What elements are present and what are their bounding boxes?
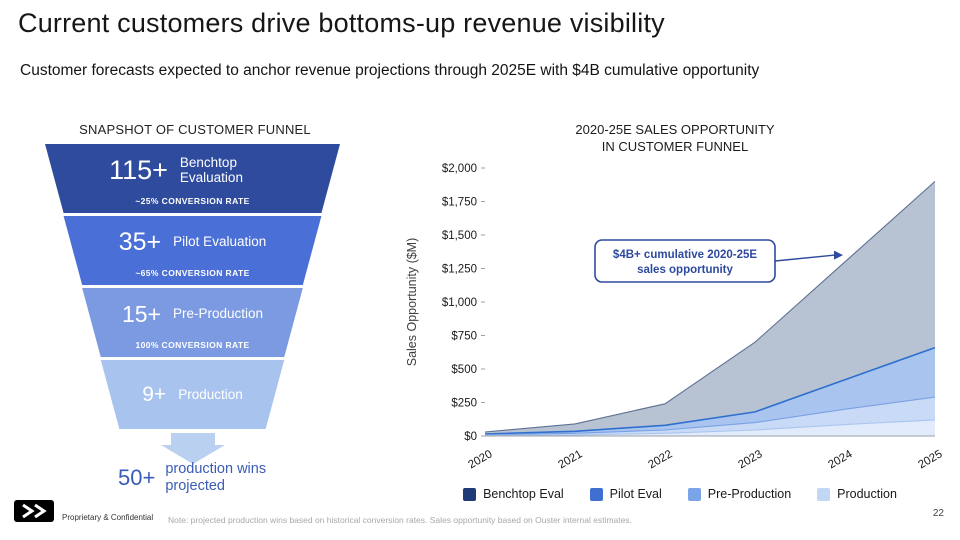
stage-count: 115+: [109, 154, 168, 185]
stage-conversion-rate: ~65% CONVERSION RATE: [135, 268, 250, 278]
y-tick-label: $750: [451, 330, 477, 342]
x-tick-label: 2023: [736, 448, 764, 470]
arrow-head: [160, 445, 225, 464]
x-tick-label: 2024: [826, 448, 855, 470]
y-tick-label: $500: [451, 364, 477, 376]
legend-item-pre-production: Pre-Production: [687, 487, 792, 501]
y-tick-label: $2,000: [442, 163, 477, 175]
x-tick-label: 2021: [556, 448, 584, 470]
area-production: [485, 419, 935, 436]
legend-label: Benchtop Eval: [483, 487, 564, 501]
chart-title: 2020-25E SALES OPPORTUNITY IN CUSTOMER F…: [400, 122, 950, 156]
stage-content: 15+ Pre-Production: [82, 288, 303, 340]
y-tick-label: $1,500: [442, 230, 477, 242]
stage-conversion-rate: ~25% CONVERSION RATE: [135, 196, 250, 206]
stage-count: 35+: [118, 227, 162, 256]
legend-swatch: [817, 487, 831, 501]
y-axis-label: Sales Opportunity ($M): [405, 238, 419, 367]
footnote: Note: projected production wins based on…: [168, 515, 632, 525]
sales-opportunity-chart: 2020-25E SALES OPPORTUNITY IN CUSTOMER F…: [400, 122, 950, 470]
chart-legend: Benchtop Eval Pilot Eval Pre-Production Pro…: [410, 487, 950, 501]
confidential-label: Proprietary & Confidential: [62, 513, 154, 522]
legend-swatch: [463, 487, 477, 501]
line-production: [484, 419, 936, 436]
result-label: production wins projected: [165, 461, 267, 494]
funnel-down-arrow: [45, 433, 340, 464]
sales-chart-svg: $0 $250 $500 $750 $1,000 $1,250 $1,500 $1,750 $2…: [405, 163, 945, 470]
stage-label: Benchtop Evaluation: [179, 154, 243, 185]
funnel-stage-pre-production: 15+ Pre-Production 100% CONVERSION RATE: [82, 288, 303, 357]
funnel-stage-pilot-evaluation: 35+ Pilot Evaluation ~65% CONVERSION RATE: [63, 216, 322, 285]
page-subtitle: Customer forecasts expected to anchor re…: [20, 62, 760, 79]
y-tick-label: $1,000: [442, 297, 477, 309]
stage-count: 15+: [121, 300, 161, 327]
stage-content: 9+ Production: [101, 360, 284, 429]
annotation-arrow-head: [834, 250, 843, 260]
line-pre-production: [484, 396, 936, 436]
line-pilot-eval: [484, 346, 936, 435]
legend-label: Production: [837, 487, 897, 501]
legend-label: Pre-Production: [707, 487, 792, 501]
area-benchtop-eval: [485, 181, 935, 436]
annotation-text: sales opportunity: [637, 264, 733, 276]
annotation-text: $4B+ cumulative 2020-25E: [613, 249, 757, 261]
legend-swatch: [589, 487, 603, 501]
legend-item-production: Production: [817, 487, 897, 501]
stage-label: Production: [178, 386, 243, 402]
customer-funnel-diagram: 115+ Benchtop Evaluation ~25% CONVERSION R…: [45, 144, 340, 432]
y-tick-label: $250: [451, 397, 477, 409]
result-count: 50+: [118, 464, 156, 490]
stage-content: 115+ Benchtop Evaluation: [45, 144, 340, 196]
x-tick-label: 2025: [916, 448, 944, 470]
stage-label: Pilot Evaluation: [173, 234, 267, 250]
y-tick-label: $0: [464, 431, 477, 443]
arrow-stem: [170, 433, 215, 445]
company-logo-icon: [14, 500, 54, 522]
funnel-stage-benchtop-evaluation: 115+ Benchtop Evaluation ~25% CONVERSION R…: [45, 144, 340, 213]
legend-label: Pilot Eval: [609, 487, 662, 501]
chart-title-line2: IN CUSTOMER FUNNEL: [601, 138, 749, 154]
stage-conversion-rate: 100% CONVERSION RATE: [135, 340, 250, 350]
annotation-arrow-line: [774, 254, 836, 262]
y-tick-label: $1,750: [442, 196, 477, 208]
line-benchtop-eval: [484, 180, 936, 433]
stage-content: 35+ Pilot Evaluation: [64, 216, 322, 268]
chart-title-line1: 2020-25E SALES OPPORTUNITY: [575, 122, 775, 137]
legend-item-benchtop-eval: Benchtop Eval: [463, 487, 564, 501]
y-tick-label: $1,250: [442, 263, 477, 275]
x-tick-label: 2022: [646, 448, 674, 470]
page-title: Current customers drive bottoms-up reven…: [18, 8, 665, 38]
legend-swatch: [687, 487, 701, 501]
stage-label: Pre-Production: [172, 306, 264, 322]
stage-count: 9+: [142, 382, 167, 406]
page-number: 22: [932, 508, 944, 519]
funnel-stage-production: 9+ Production: [100, 360, 285, 429]
x-tick-label: 2020: [466, 448, 494, 470]
legend-item-pilot-eval: Pilot Eval: [589, 487, 662, 501]
funnel-result: 50+ production wins projected: [118, 461, 293, 494]
funnel-section-heading: SNAPSHOT OF CUSTOMER FUNNEL: [79, 122, 311, 137]
